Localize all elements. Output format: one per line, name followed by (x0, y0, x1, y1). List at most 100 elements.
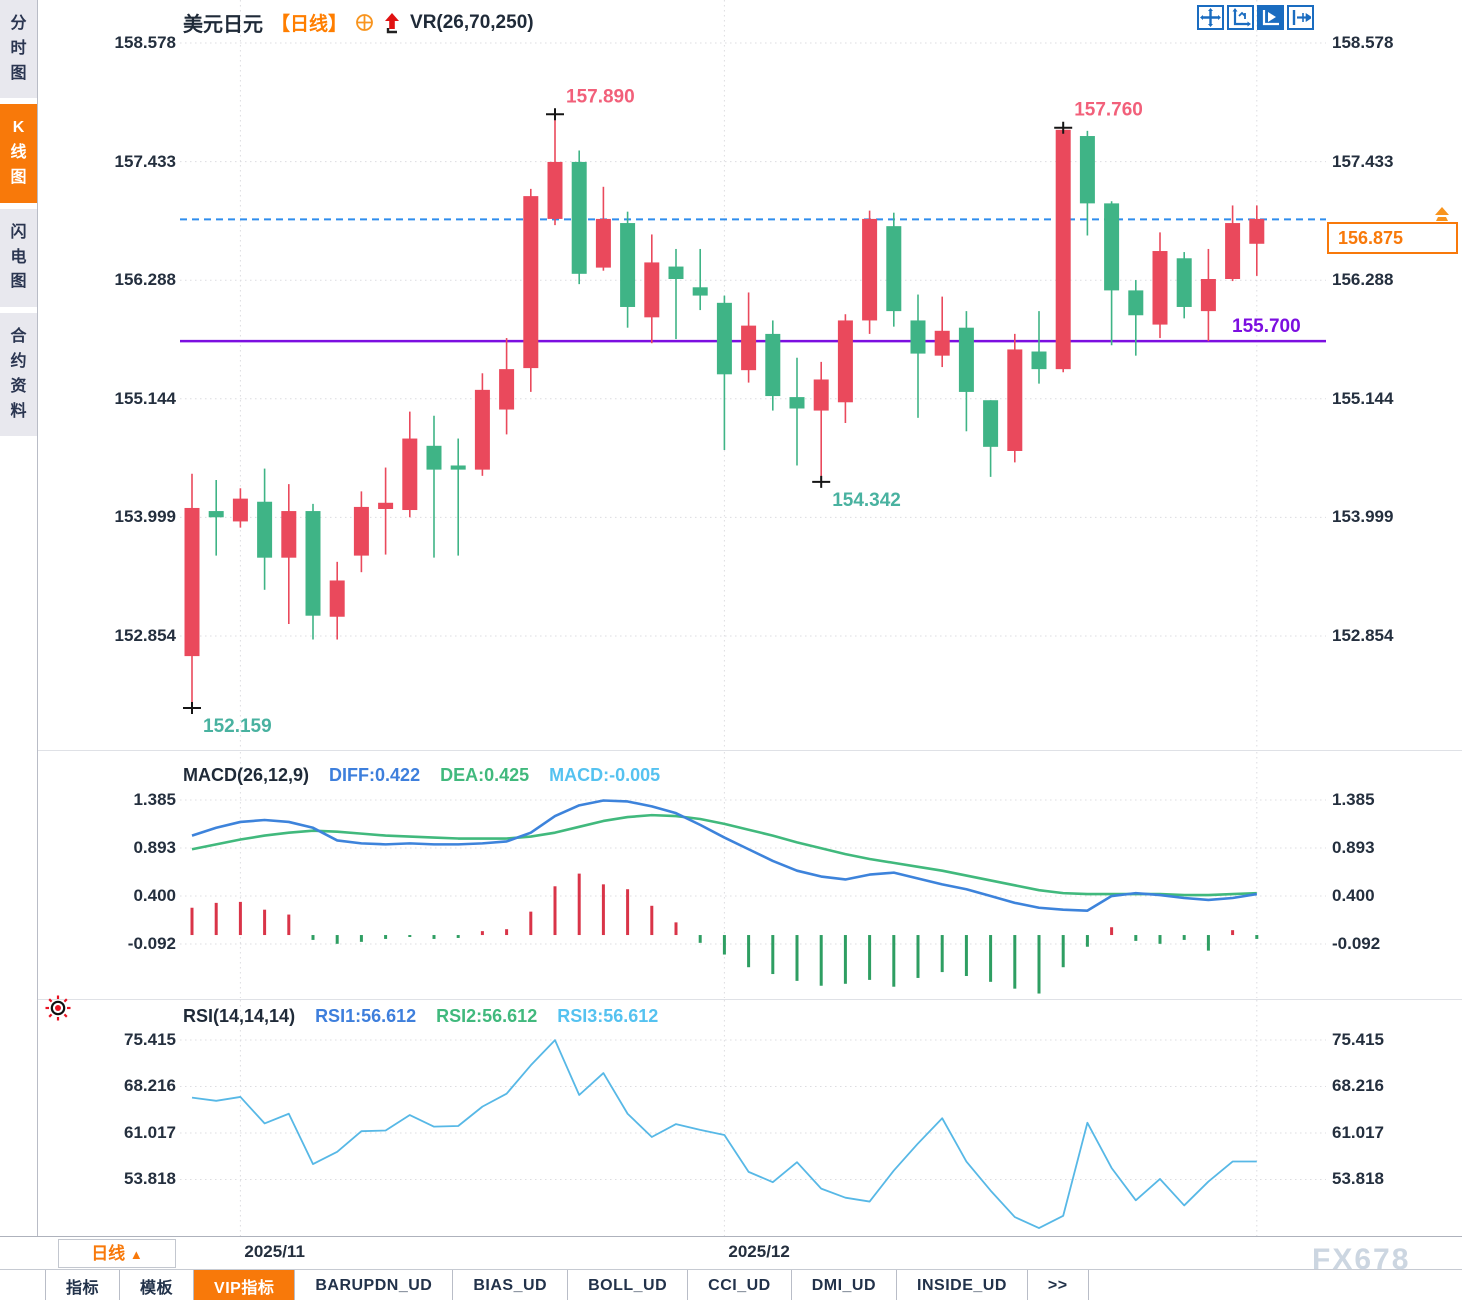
indicator-tab-INSIDE_UD[interactable]: INSIDE_UD (897, 1270, 1028, 1300)
y-axis-label: 0.400 (1332, 886, 1375, 906)
sidebar-tab-char: 料 (10, 402, 27, 420)
sidebar-tab-char: 分 (10, 15, 27, 32)
candle (886, 212, 902, 327)
macd-histogram-bar (1158, 935, 1162, 944)
macd-histogram-bar (359, 935, 363, 942)
vr-indicator-label: VR(26,70,250) (410, 11, 534, 33)
macd-histogram-bar (650, 905, 654, 936)
candle (983, 400, 999, 477)
macd-histogram-bar (964, 935, 968, 976)
sidebar-tab-合约资料[interactable]: 合约资料 (0, 313, 37, 437)
macd-histogram-bar (214, 902, 218, 936)
candle (741, 292, 757, 383)
signal-arrow-icon (382, 11, 402, 35)
chart-header: 美元日元 【日线】 VR(26,70,250) (183, 8, 534, 37)
macd-histogram-bar (1182, 935, 1186, 940)
sidebar-tab-char: 图 (10, 64, 27, 82)
sidebar-tab-闪电图[interactable]: 闪电图 (0, 208, 37, 308)
candle (571, 150, 587, 285)
candle (1249, 205, 1265, 276)
candle (499, 338, 515, 435)
period-selector-button[interactable]: 日线 ▲ (58, 1239, 176, 1268)
current-price-marker: 156.875 (1327, 207, 1458, 254)
symbol-title: 美元日元 (183, 14, 263, 36)
candle (474, 373, 490, 476)
y-axis-label: 155.144 (1332, 388, 1394, 408)
macd-histogram-bar (747, 935, 751, 968)
rsi-title: RSI(14,14,14) (183, 1006, 296, 1026)
macd-histogram-bar (722, 935, 726, 955)
y-axis-label: 157.433 (1332, 151, 1394, 171)
candle (1128, 280, 1144, 356)
candle (958, 311, 974, 432)
candle (305, 503, 321, 640)
candle (765, 320, 781, 411)
panel-separator (38, 750, 1462, 751)
y-axis-label: -0.092 (1332, 934, 1381, 953)
jump-latest-icon[interactable] (1287, 5, 1314, 30)
macd-histogram-bar (408, 935, 412, 937)
indicator-tab-bar: 指标 模板 VIP指标 BARUPDN_UD BIAS_UD BOLL_UD CCI_UD D… (0, 1269, 1462, 1300)
candle (934, 296, 950, 368)
candle (1079, 130, 1095, 236)
candle (862, 210, 878, 334)
candle (1007, 333, 1023, 463)
macd-hist-value: MACD:-0.005 (549, 765, 661, 785)
candle (1200, 248, 1216, 342)
macd-histogram-bar (1231, 930, 1235, 936)
indicator-tab-模板[interactable]: 模板 (120, 1270, 195, 1300)
candle (620, 211, 636, 328)
macd-histogram-bar (1061, 935, 1065, 968)
y-axis-label: 157.433 (114, 151, 176, 171)
macd-panel[interactable] (180, 752, 1326, 998)
watermark: FX678 (1312, 1243, 1411, 1276)
indicator-settings-icon[interactable] (44, 994, 72, 1027)
candlestick-panel[interactable]: 155.700 152.159 157.890 154.342 157.760 (180, 0, 1326, 750)
y-axis-label: 1.385 (133, 790, 176, 809)
macd-histogram-bar (335, 935, 339, 944)
indicator-tab-DMI_UD[interactable]: DMI_UD (791, 1270, 898, 1300)
indicator-tab-CCI_UD[interactable]: CCI_UD (688, 1270, 792, 1300)
indicator-tab-VIP指标[interactable]: VIP指标 (194, 1270, 296, 1300)
sidebar-tab-char: 电 (10, 248, 27, 266)
macd-histogram-bar (1037, 935, 1041, 994)
support-line-label: 155.700 (1232, 316, 1301, 337)
indicator-tab->>[interactable]: >> (1027, 1270, 1089, 1300)
sidebar-tab-分时图[interactable]: 分时图 (0, 0, 37, 99)
x-axis-month-label: 2025/11 (244, 1242, 305, 1261)
rsi-panel[interactable] (180, 1000, 1326, 1236)
indicator-tab-指标[interactable]: 指标 (45, 1270, 121, 1300)
sidebar-tab-char: 资 (10, 377, 27, 395)
y-axis-label: 152.854 (114, 626, 176, 645)
add-indicator-icon[interactable] (355, 13, 374, 32)
candle (329, 561, 345, 640)
candle (353, 491, 369, 573)
macd-histogram-bar (1134, 935, 1138, 941)
candle (402, 411, 418, 518)
indicator-tab-BARUPDN_UD[interactable]: BARUPDN_UD (295, 1270, 454, 1300)
rsi1-value: RSI1:56.612 (315, 1006, 417, 1026)
pan-tool-icon[interactable] (1197, 5, 1224, 30)
candle (1104, 201, 1120, 346)
y-axis-label: 155.144 (114, 388, 176, 408)
indicator-tab-BOLL_UD[interactable]: BOLL_UD (568, 1270, 689, 1300)
candle (716, 295, 732, 450)
macd-histogram-bar (505, 929, 509, 936)
sidebar-tab-char: 图 (10, 168, 27, 186)
axis-scale-icon[interactable] (1227, 5, 1254, 30)
y-axis-label: 0.893 (133, 837, 176, 857)
y-axis-label: 156.288 (114, 270, 176, 290)
candle (450, 438, 466, 556)
macd-histogram-bar (1085, 935, 1089, 947)
indicator-tab-BIAS_UD[interactable]: BIAS_UD (453, 1270, 569, 1300)
chart-toolbar (1197, 5, 1314, 30)
y-axis-label: 156.288 (1332, 270, 1394, 290)
price-annotation: 157.890 (566, 86, 635, 107)
macd-histogram-bar (287, 914, 291, 936)
macd-histogram-bar (311, 935, 315, 940)
rsi2-value: RSI2:56.612 (436, 1006, 538, 1026)
candle (378, 467, 394, 555)
auto-scroll-icon[interactable] (1257, 5, 1284, 30)
